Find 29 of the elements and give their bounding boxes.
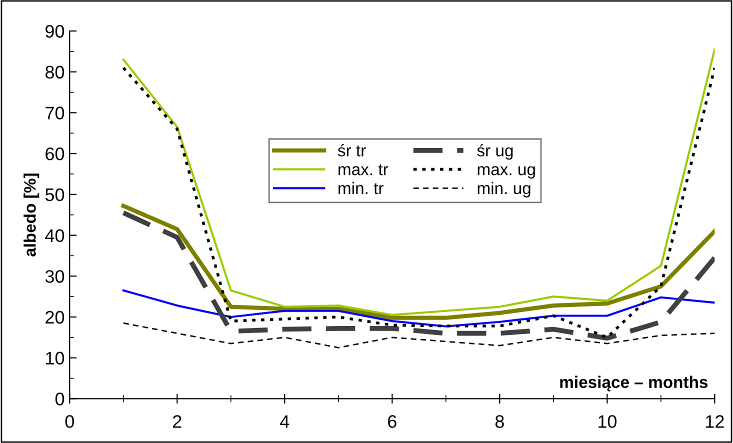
x-axis-title: miesiące – months xyxy=(560,376,708,392)
y-tick-label: 70 xyxy=(46,106,64,120)
y-tick-label: 80 xyxy=(45,66,64,79)
y-tick-label: 50 xyxy=(45,188,64,202)
y-tick-label: 90 xyxy=(46,24,64,38)
x-tick-label: 8 xyxy=(495,415,504,428)
x-tick-label: 12 xyxy=(706,415,724,428)
x-tick-label: 0 xyxy=(65,415,74,428)
line-series xyxy=(120,210,715,341)
y-tick-label: 60 xyxy=(46,148,64,160)
x-tick-label: 6 xyxy=(388,415,396,428)
y-tick-label: 30 xyxy=(45,270,64,283)
y-tick-label: 0 xyxy=(55,392,64,406)
line-series xyxy=(122,289,715,328)
legend-label: max. tr xyxy=(338,164,388,176)
legend-label: min. tr xyxy=(338,182,384,194)
line-series xyxy=(121,204,715,320)
y-tick-label: 20 xyxy=(46,310,64,324)
legend-label: max. ug xyxy=(478,166,535,179)
legend-label: śr tr xyxy=(338,144,366,156)
x-tick-label: 4 xyxy=(280,415,290,428)
y-tick-label: 10 xyxy=(46,352,64,365)
x-tick-label: 2 xyxy=(173,415,182,428)
x-tick-label: 10 xyxy=(598,415,617,428)
legend-label: śr ug xyxy=(477,144,513,160)
legend-label: min. ug xyxy=(478,182,530,198)
y-tick-label: 40 xyxy=(45,229,64,242)
line-series xyxy=(122,322,715,348)
y-axis-title: albedo [%] xyxy=(24,174,40,256)
